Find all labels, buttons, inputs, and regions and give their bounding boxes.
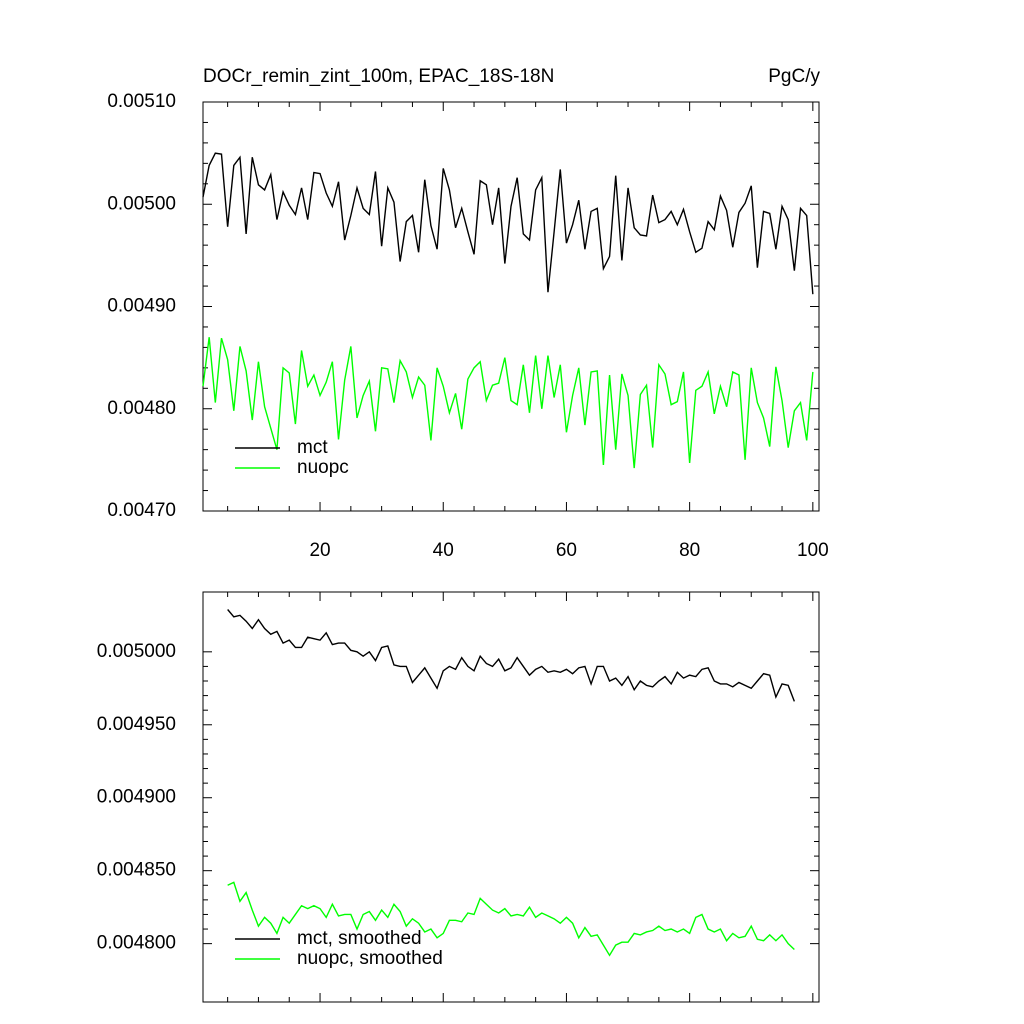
data-line xyxy=(202,337,814,469)
x-tick-label: 40 xyxy=(433,540,454,561)
plot-frame xyxy=(202,101,820,512)
y-tick-label: 0.004850 xyxy=(97,860,176,881)
y-tick-label: 0.004800 xyxy=(97,933,176,954)
legend-label: mct, smoothed xyxy=(297,928,422,949)
legend-label: nuopc xyxy=(297,457,349,478)
units-label: PgC/y xyxy=(768,66,820,87)
data-line xyxy=(227,881,795,957)
legend-label: mct xyxy=(297,437,328,458)
plot-frame xyxy=(202,591,820,1003)
y-tick-label: 0.00500 xyxy=(107,193,176,214)
y-tick-label: 0.00510 xyxy=(107,91,176,112)
x-tick-label: 20 xyxy=(309,540,330,561)
y-tick-label: 0.00470 xyxy=(107,500,176,521)
data-line xyxy=(227,609,796,702)
x-tick-label: 60 xyxy=(556,540,577,561)
data-line xyxy=(202,152,814,295)
chart-title: DOCr_remin_zint_100m, EPAC_18S-18N xyxy=(203,66,554,87)
legend-label: nuopc, smoothed xyxy=(297,948,443,969)
y-tick-label: 0.005000 xyxy=(97,641,176,662)
y-tick-label: 0.00490 xyxy=(107,296,176,317)
x-tick-label: 80 xyxy=(679,540,700,561)
y-tick-label: 0.004900 xyxy=(97,787,176,808)
x-tick-label: 100 xyxy=(797,540,829,561)
y-tick-label: 0.004950 xyxy=(97,714,176,735)
y-tick-label: 0.00480 xyxy=(107,398,176,419)
